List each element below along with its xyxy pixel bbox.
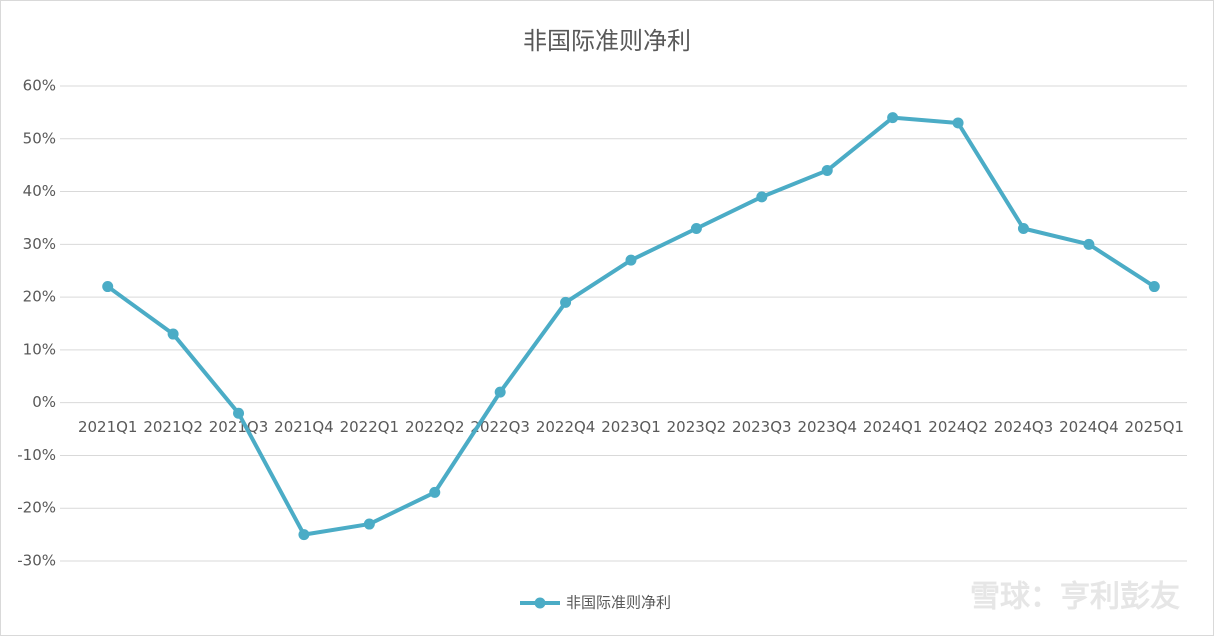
x-tick-label: 2021Q2	[143, 418, 203, 436]
data-point	[1148, 281, 1160, 293]
data-point	[625, 254, 637, 266]
data-point	[102, 281, 114, 293]
data-point	[1017, 223, 1029, 234]
data-point	[1083, 238, 1095, 250]
y-tick-label: 30%	[23, 235, 56, 253]
x-tick-label: 2024Q3	[994, 418, 1054, 436]
x-tick-label: 2021Q1	[78, 418, 138, 436]
data-point	[821, 164, 833, 176]
y-tick-label: -20%	[17, 499, 56, 517]
x-tick-label: 2021Q4	[274, 418, 334, 436]
y-tick-label: -10%	[17, 446, 56, 464]
data-point	[233, 407, 245, 419]
data-point	[494, 386, 506, 398]
y-tick-label: -30%	[17, 552, 56, 570]
x-tick-label: 2023Q2	[667, 418, 727, 436]
x-tick-label: 2023Q4	[797, 418, 857, 436]
x-tick-label: 2022Q2	[405, 418, 465, 436]
legend-label: 非国际准则净利	[566, 594, 671, 612]
y-tick-label: 60%	[23, 77, 56, 95]
x-tick-label: 2024Q1	[863, 418, 923, 436]
x-tick-label: 2022Q3	[470, 418, 530, 436]
data-point	[887, 112, 899, 124]
data-point	[560, 296, 572, 308]
data-point	[690, 223, 702, 234]
x-tick-label: 2023Q3	[732, 418, 792, 436]
y-tick-label: 50%	[23, 129, 56, 147]
data-point	[756, 191, 768, 203]
data-point	[363, 518, 375, 530]
x-tick-label: 2024Q4	[1059, 418, 1119, 436]
x-tick-label: 2022Q4	[536, 418, 596, 436]
watermark: 雪球：亨利彭友	[970, 580, 1180, 615]
x-tick-label: 2023Q1	[601, 418, 661, 436]
data-point	[952, 117, 964, 129]
x-tick-label: 2025Q1	[1125, 418, 1185, 436]
chart-title: 非国际准则净利	[523, 27, 691, 55]
y-tick-label: 10%	[23, 340, 56, 358]
data-point	[429, 486, 441, 498]
y-tick-label: 40%	[23, 182, 56, 200]
y-tick-label: 20%	[23, 288, 56, 306]
x-tick-label: 2022Q1	[340, 418, 400, 436]
data-point	[298, 529, 310, 541]
x-tick-label: 2021Q3	[209, 418, 269, 436]
y-tick-label: 0%	[32, 393, 56, 411]
data-point	[167, 328, 179, 340]
x-tick-label: 2024Q2	[928, 418, 988, 436]
legend-marker	[534, 597, 546, 609]
